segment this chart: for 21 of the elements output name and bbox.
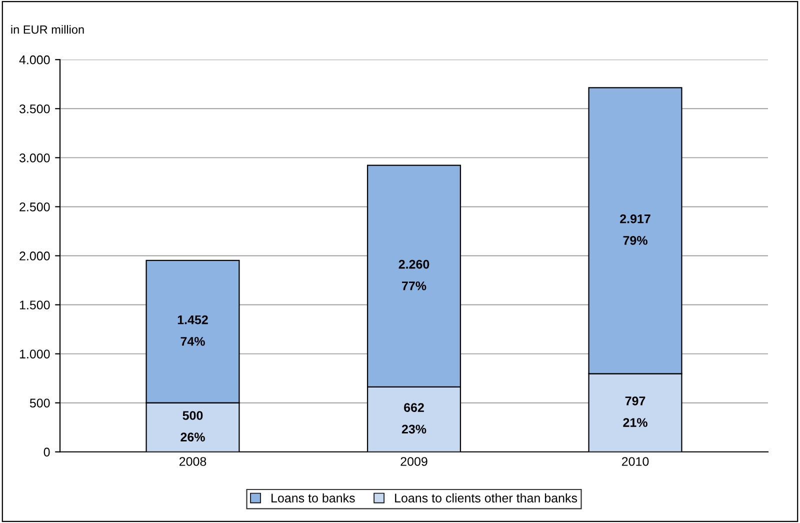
data-label: 2.917 79% (620, 214, 650, 245)
data-label: 662 23% (402, 403, 426, 434)
x-tick-label: 2010 (622, 457, 649, 466)
y-tick-label: 500 (30, 398, 50, 408)
data-label: 797 21% (623, 396, 648, 427)
y-axis-title: in EUR million (11, 25, 84, 34)
y-tick-label: 4.000 (19, 55, 50, 64)
legend-label: Loans to banks (272, 493, 355, 502)
legend-label: Loans to clients other than banks (395, 493, 578, 502)
y-tick-label: 2.000 (20, 252, 50, 260)
y-tick-label: 2.500 (20, 202, 50, 212)
x-tick-label: 2008 (179, 457, 206, 466)
data-label: 2.260 77% (398, 260, 430, 290)
data-label: 500 26% (180, 411, 205, 442)
y-tick-label: 3.000 (19, 153, 50, 162)
y-tick-label: 0 (44, 448, 50, 457)
y-tick-label: 1.500 (20, 300, 50, 310)
y-tick-label: 3.500 (19, 104, 50, 114)
y-tick-label: 1.000 (20, 350, 50, 358)
x-tick-label: 2009 (400, 457, 428, 466)
data-label: 1.452 74% (178, 315, 208, 346)
